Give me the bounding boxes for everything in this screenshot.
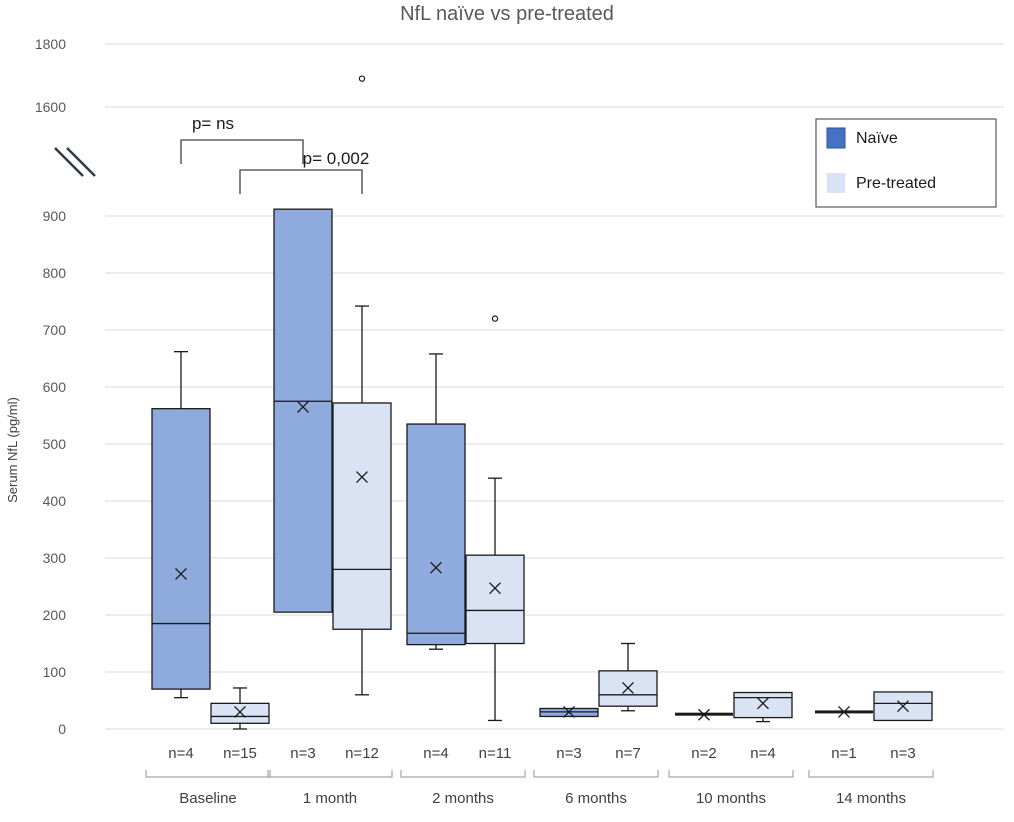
y-tick-label: 200 [43, 607, 67, 623]
sample-size-label: n=11 [479, 745, 512, 762]
box-naive: n=3 [539, 705, 599, 762]
y-tick-label: 1600 [35, 99, 66, 115]
outlier-point [491, 315, 499, 322]
category-label: 2 months [432, 790, 494, 807]
group-bracket [668, 770, 794, 778]
legend: Naïve Pre-treated [815, 118, 997, 208]
mean-marker [356, 471, 368, 484]
sample-size-label: n=12 [345, 745, 379, 762]
significance-label: p= 0,002 [303, 149, 370, 168]
y-tick-label: 600 [43, 379, 67, 395]
axis-break-line [54, 147, 84, 177]
y-tick-label: 500 [43, 436, 67, 452]
box-pretreated: n=11 [465, 315, 525, 762]
sample-size-label: n=3 [290, 745, 315, 762]
mean-marker [897, 700, 909, 713]
sample-size-label: n=3 [890, 745, 915, 762]
y-tick-label: 300 [43, 550, 67, 566]
legend-frame [815, 118, 997, 208]
sample-size-label: n=2 [691, 745, 716, 762]
legend-label: Naïve [856, 130, 898, 147]
y-tick-labels: 0 100 200 300 400 500 600 700 800 900 1600 1800 [35, 36, 66, 737]
box-pretreated: n=12 [332, 75, 392, 762]
sample-size-label: n=4 [423, 745, 448, 762]
sample-size-label: n=3 [556, 745, 581, 762]
box-naive: n=2 [675, 708, 733, 762]
group-bracket [533, 770, 659, 778]
y-tick-label: 0 [58, 721, 66, 737]
legend-label: Pre-treated [856, 175, 936, 192]
sample-size-label: n=1 [831, 745, 856, 762]
y-tick-label: 800 [43, 265, 67, 281]
box-pretreated: n=7 [598, 642, 658, 762]
group-bracket [145, 770, 271, 778]
box-naive: n=3 [273, 208, 333, 762]
mean-marker [698, 708, 710, 721]
y-tick-label: 700 [43, 322, 67, 338]
sample-size-label: n=15 [223, 745, 257, 762]
mean-marker [622, 682, 634, 694]
gridlines [105, 43, 1004, 730]
axis-break-mark [54, 147, 96, 177]
annotations: p= ns p= 0,002 [180, 114, 370, 194]
y-axis-label: Serum NfL (pg/ml) [5, 397, 20, 503]
group-bracket [267, 770, 393, 778]
y-tick-label: 900 [43, 208, 67, 224]
legend-swatch [826, 127, 846, 149]
group-bracket [808, 770, 934, 778]
mean-marker [563, 705, 575, 718]
box-body [273, 208, 333, 613]
box-pretreated: n=3 [873, 691, 933, 762]
category-label: 1 month [303, 790, 357, 807]
significance-bracket [239, 169, 363, 194]
box-pretreated: n=15 [210, 687, 270, 762]
box-naive: n=4 [406, 353, 466, 762]
sample-size-label: n=7 [615, 745, 640, 762]
box-body [210, 702, 270, 724]
category-label: 14 months [836, 790, 906, 807]
mean-marker [838, 705, 850, 718]
boxes: n=4 n=15 Baseline n=3 n=12 1 month n=4 n=11 2 mo… [145, 75, 934, 807]
category-label: 6 months [565, 790, 627, 807]
y-tick-label: 400 [43, 493, 67, 509]
group-bracket [400, 770, 526, 778]
box-naive: n=1 [815, 705, 873, 762]
chart-title: NfL naïve vs pre-treated [400, 3, 614, 25]
mean-marker [234, 705, 246, 718]
axis-break-line [66, 147, 96, 177]
sample-size-label: n=4 [168, 745, 193, 762]
significance-bracket [180, 139, 304, 164]
y-tick-label: 100 [43, 664, 67, 680]
box-body [465, 554, 525, 645]
mean-marker [175, 568, 187, 580]
mean-marker [757, 697, 769, 710]
mean-marker [430, 561, 442, 574]
box-body [406, 423, 466, 646]
box-body [733, 691, 793, 719]
box-pretreated: n=4 [733, 691, 793, 762]
box-naive: n=4 [151, 351, 211, 762]
category-label: 10 months [696, 790, 766, 807]
mean-marker [297, 400, 309, 413]
box-body [151, 408, 211, 690]
sample-size-label: n=4 [750, 745, 775, 762]
category-label: Baseline [179, 790, 237, 807]
mean-marker [489, 582, 501, 595]
significance-label: p= ns [192, 114, 234, 133]
y-tick-label: 1800 [35, 36, 66, 52]
outlier-point [358, 75, 366, 82]
legend-swatch [827, 173, 845, 193]
box-body [332, 402, 392, 630]
